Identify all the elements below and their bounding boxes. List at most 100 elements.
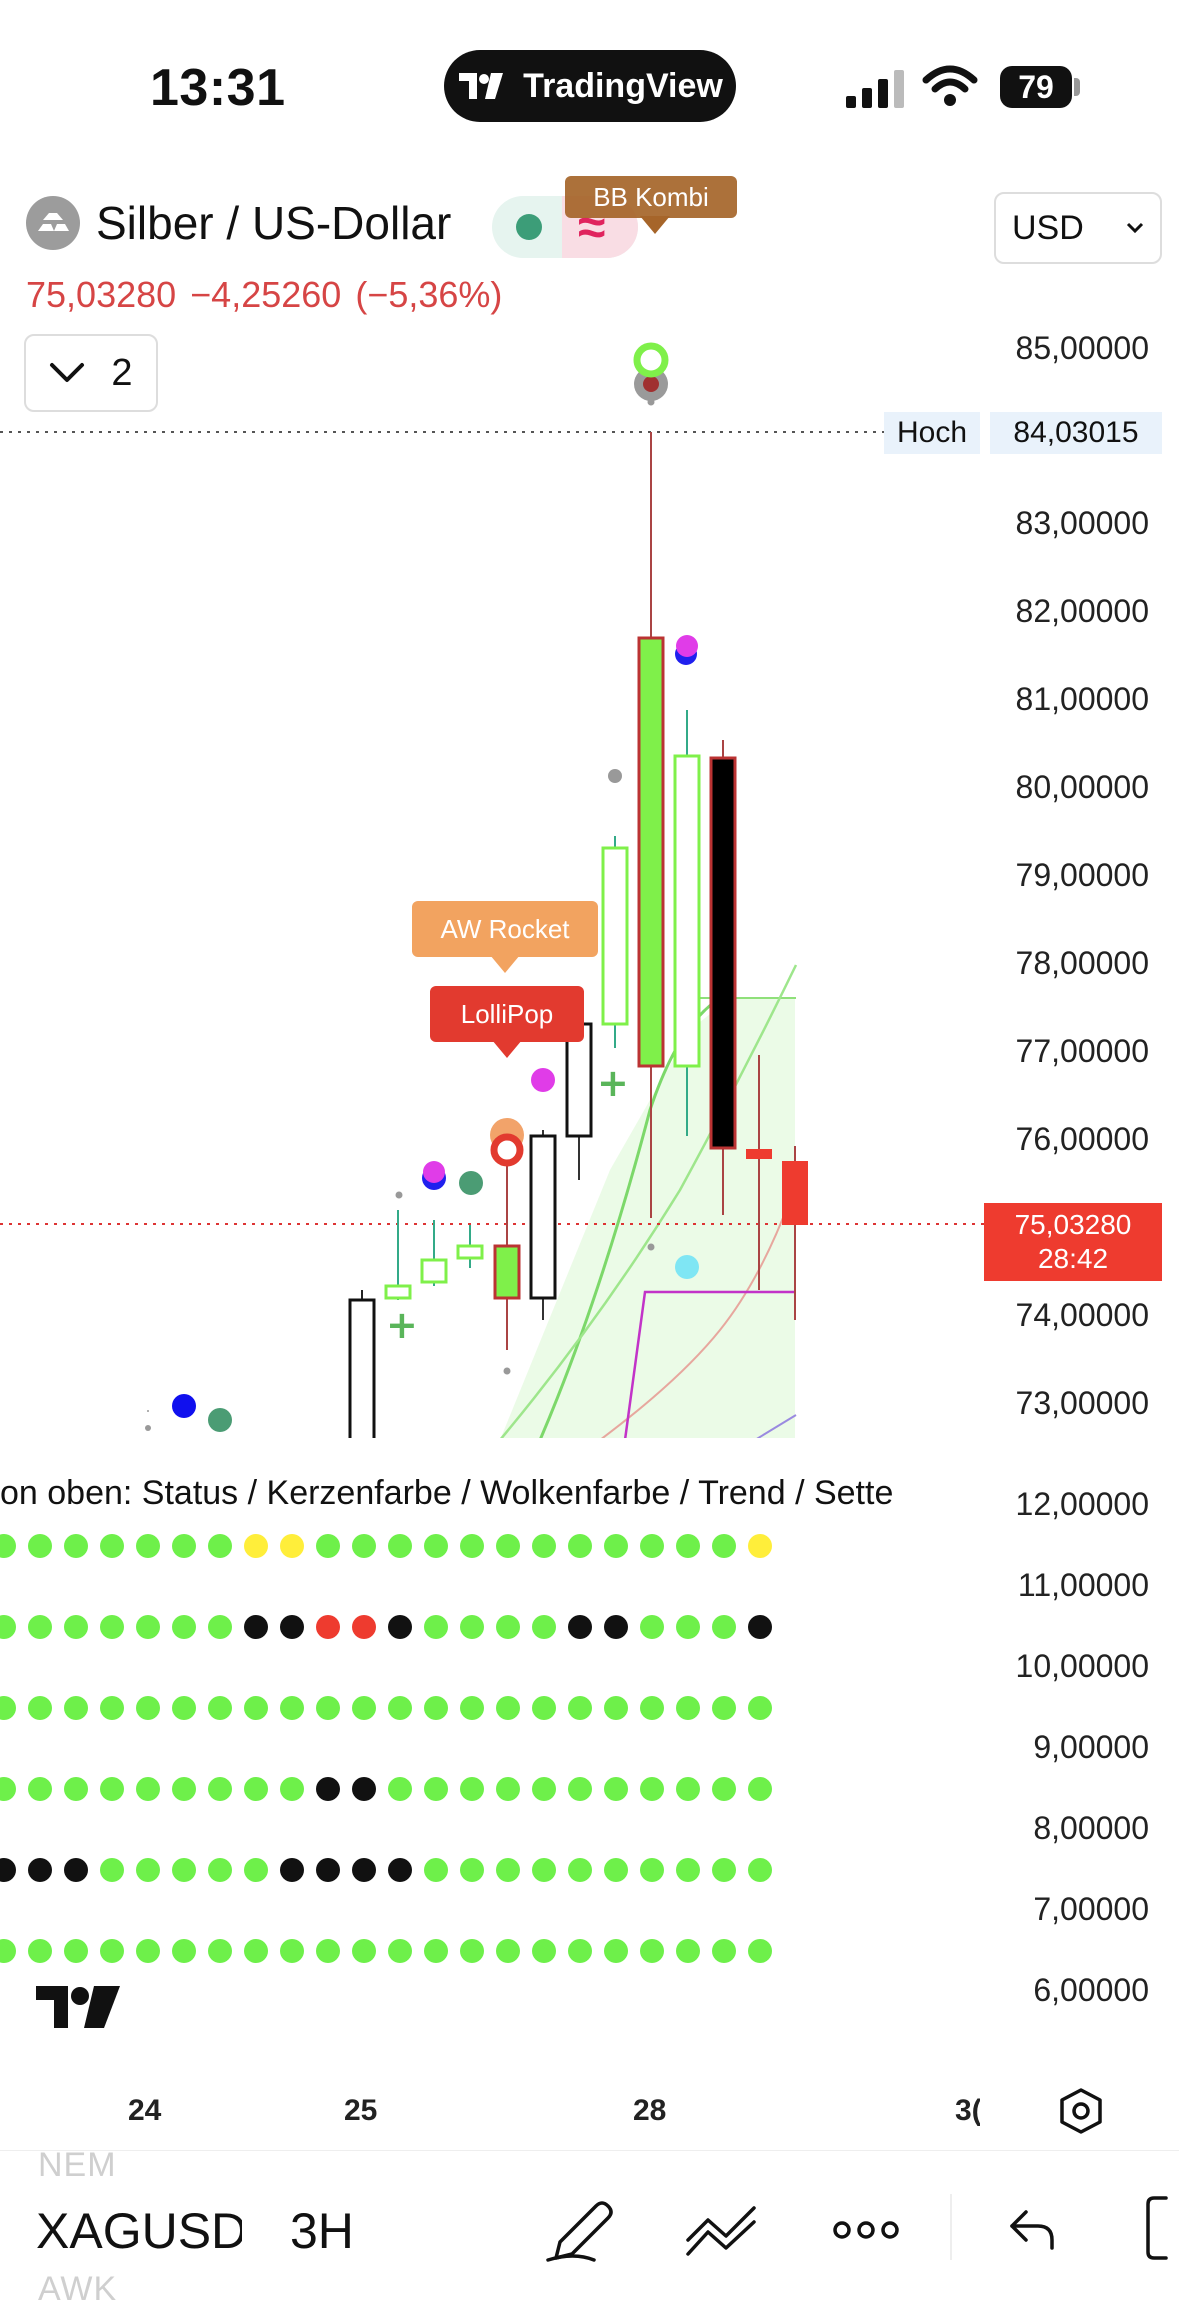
indicator-axis-label: 8,00000	[1033, 1810, 1149, 1846]
indicator-dot	[496, 1615, 520, 1639]
price-axis-label: 80,00000	[1015, 769, 1149, 805]
indicator-axis-label: 10,00000	[1015, 1648, 1149, 1684]
bb-kombi-pointer	[640, 216, 670, 234]
indicator-dot	[28, 1696, 52, 1720]
indicator-dot	[244, 1777, 268, 1801]
indicator-dot	[64, 1534, 88, 1558]
indicator-dot	[352, 1615, 376, 1639]
indicator-dot	[136, 1777, 160, 1801]
indicator-dot	[136, 1615, 160, 1639]
indicator-dot	[424, 1939, 448, 1963]
indicator-dot	[316, 1534, 340, 1558]
indicator-dot	[244, 1858, 268, 1882]
price-axis-label: 78,00000	[1015, 945, 1149, 981]
indicator-dot	[388, 1696, 412, 1720]
symbol-button[interactable]: XAGUSD	[36, 2203, 242, 2259]
indicator-dot	[568, 1615, 592, 1639]
symbol-header[interactable]: Silber / US-Dollar	[26, 196, 451, 250]
tradingview-logo-icon	[459, 73, 504, 99]
indicator-dot	[748, 1696, 772, 1720]
indicators-wave-icon[interactable]	[684, 2200, 760, 2260]
price-chart[interactable]: + +	[0, 300, 984, 1440]
indicator-dot	[208, 1939, 232, 1963]
indicator-dot	[604, 1858, 628, 1882]
indicator-dot	[532, 1615, 556, 1639]
lollipop-label: LolliPop	[430, 986, 584, 1042]
indicator-dot	[532, 1534, 556, 1558]
undo-icon[interactable]	[1008, 2206, 1058, 2252]
indicator-dot	[172, 1696, 196, 1720]
more-options-icon[interactable]	[832, 2218, 900, 2242]
marker-dot	[675, 1255, 699, 1279]
candle	[493, 1150, 521, 1350]
signal-markers: + +	[145, 342, 699, 1432]
indicator-dot	[568, 1777, 592, 1801]
indicator-dot	[100, 1615, 124, 1639]
indicator-dot	[388, 1777, 412, 1801]
indicator-axis-label: 12,00000	[1015, 1486, 1149, 1522]
indicator-dot	[244, 1615, 268, 1639]
currency-select[interactable]: USD	[994, 192, 1162, 264]
indicator-axis-label: 7,00000	[1033, 1891, 1149, 1927]
indicator-dot	[136, 1534, 160, 1558]
indicator-axis-label: 11,00000	[1017, 1567, 1149, 1603]
indicator-dot	[64, 1615, 88, 1639]
indicator-dot	[748, 1858, 772, 1882]
indicator-dot	[604, 1777, 628, 1801]
indicator-dot	[532, 1696, 556, 1720]
price-axis-label: 73,00000	[1015, 1385, 1149, 1421]
indicator-dot	[64, 1777, 88, 1801]
indicator-dot	[604, 1696, 628, 1720]
indicator-dot	[748, 1615, 772, 1639]
indicator-dot	[64, 1858, 88, 1882]
chevron-down-icon	[50, 363, 85, 382]
indicator-dot	[244, 1534, 268, 1558]
battery-tip	[1074, 78, 1080, 96]
indicator-dot	[640, 1858, 664, 1882]
candle	[709, 740, 737, 1215]
chart-settings-icon[interactable]	[1058, 2088, 1104, 2134]
candle	[384, 1210, 412, 1300]
candle	[601, 836, 629, 1048]
marker-dot	[172, 1394, 196, 1418]
drawing-pen-icon[interactable]	[544, 2194, 616, 2264]
indicator-dot	[100, 1777, 124, 1801]
price-axis-label: 76,00000	[1015, 1121, 1149, 1157]
aw-rocket-pointer	[490, 955, 520, 973]
indicator-dot	[640, 1939, 664, 1963]
lollipop-pointer	[492, 1040, 522, 1058]
marker-dot	[208, 1408, 232, 1432]
marker-dot	[531, 1068, 555, 1092]
price-axis-label: 83,00000	[1015, 505, 1149, 541]
indicator-dot	[604, 1939, 628, 1963]
tradingview-pill[interactable]: TradingView	[444, 50, 736, 122]
marker-dot	[647, 1243, 655, 1251]
indicator-dot	[460, 1858, 484, 1882]
indicator-axis-label: 9,00000	[1033, 1729, 1149, 1765]
indicator-dot	[676, 1615, 700, 1639]
symbol-title: Silber / US-Dollar	[96, 197, 452, 249]
price-summary: 75,03280 −4,25260 (−5,36%)	[26, 274, 516, 316]
indicator-dot	[460, 1939, 484, 1963]
indicator-dot	[28, 1534, 52, 1558]
indicator-dot	[388, 1615, 412, 1639]
ma-line-3	[600, 1199, 791, 1438]
indicator-dot	[640, 1777, 664, 1801]
indicator-dot	[640, 1534, 664, 1558]
indicator-dot	[496, 1534, 520, 1558]
bb-kombi-label: BB Kombi	[565, 176, 737, 218]
indicator-dot	[712, 1534, 736, 1558]
interval-button[interactable]: 3H	[290, 2203, 354, 2259]
indicator-dot	[460, 1534, 484, 1558]
candle	[637, 432, 665, 1218]
ma-line-2	[500, 964, 798, 1438]
indicator-dot	[460, 1696, 484, 1720]
indicator-dot	[748, 1777, 772, 1801]
indicator-dot	[316, 1777, 340, 1801]
fullscreen-icon[interactable]	[1146, 2196, 1179, 2260]
wifi-icon	[922, 65, 978, 106]
chevron-down-icon	[1126, 222, 1144, 234]
indicators-collapse-button[interactable]: 2	[24, 334, 158, 412]
marker-dot	[608, 769, 622, 783]
ghost-symbol-below: AWK	[38, 2270, 118, 2308]
